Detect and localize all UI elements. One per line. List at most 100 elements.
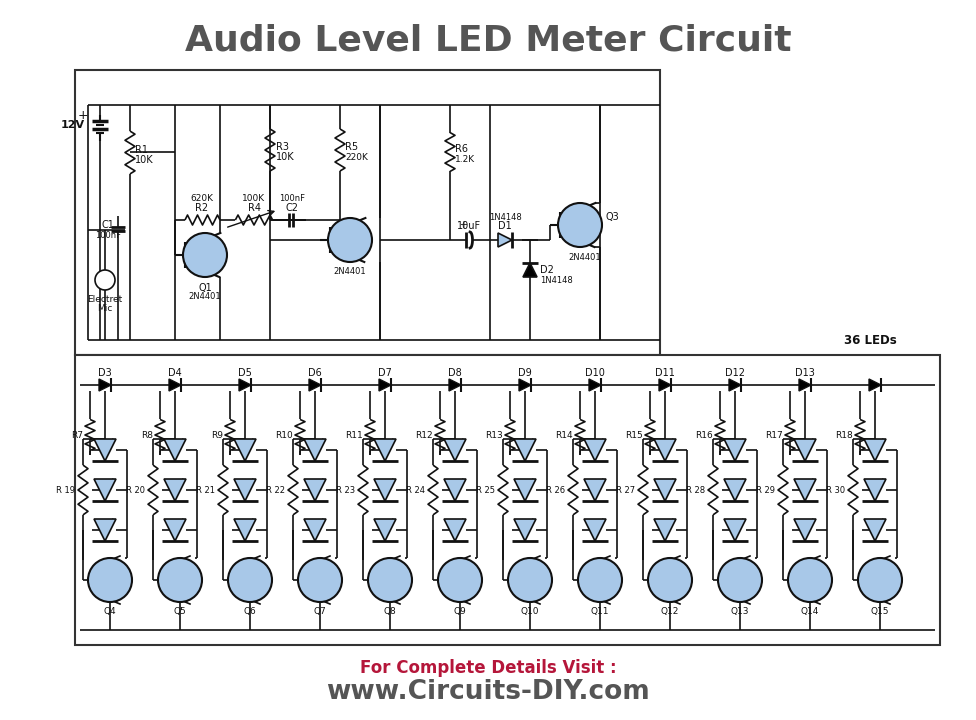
Text: R1: R1 bbox=[135, 145, 148, 155]
Text: C1: C1 bbox=[102, 220, 114, 230]
Text: R 27: R 27 bbox=[616, 485, 635, 495]
Polygon shape bbox=[724, 479, 746, 501]
Bar bbox=[75, 70, 660, 355]
Polygon shape bbox=[374, 479, 396, 501]
Text: Q4: Q4 bbox=[103, 607, 116, 616]
Circle shape bbox=[438, 558, 482, 602]
Polygon shape bbox=[589, 379, 601, 391]
Polygon shape bbox=[584, 479, 606, 501]
Text: Q7: Q7 bbox=[313, 607, 326, 616]
Text: D11: D11 bbox=[655, 368, 675, 378]
Text: R2: R2 bbox=[195, 203, 209, 213]
Text: Q2: Q2 bbox=[355, 245, 369, 255]
Polygon shape bbox=[654, 519, 676, 541]
Polygon shape bbox=[304, 519, 326, 541]
Text: 1N4148: 1N4148 bbox=[540, 276, 573, 284]
Text: R9: R9 bbox=[211, 431, 223, 439]
Text: R8: R8 bbox=[141, 431, 153, 439]
Text: Q5: Q5 bbox=[174, 607, 186, 616]
Polygon shape bbox=[869, 379, 881, 391]
Polygon shape bbox=[864, 439, 886, 461]
Polygon shape bbox=[514, 439, 536, 461]
Circle shape bbox=[298, 558, 342, 602]
Text: R 26: R 26 bbox=[546, 485, 565, 495]
Text: R 25: R 25 bbox=[476, 485, 495, 495]
Polygon shape bbox=[729, 379, 741, 391]
Circle shape bbox=[718, 558, 762, 602]
Text: R3: R3 bbox=[276, 142, 289, 152]
Polygon shape bbox=[234, 519, 256, 541]
Polygon shape bbox=[794, 439, 816, 461]
Polygon shape bbox=[584, 439, 606, 461]
Text: D10: D10 bbox=[585, 368, 605, 378]
Text: R7: R7 bbox=[71, 431, 83, 439]
Text: Audio Level LED Meter Circuit: Audio Level LED Meter Circuit bbox=[184, 23, 792, 57]
Circle shape bbox=[228, 558, 272, 602]
Polygon shape bbox=[514, 519, 536, 541]
Polygon shape bbox=[724, 519, 746, 541]
Polygon shape bbox=[304, 439, 326, 461]
Text: D13: D13 bbox=[795, 368, 815, 378]
Text: R 22: R 22 bbox=[266, 485, 285, 495]
Polygon shape bbox=[164, 479, 186, 501]
Text: R4: R4 bbox=[248, 203, 261, 213]
Text: 1N4148: 1N4148 bbox=[489, 212, 521, 222]
Text: R15: R15 bbox=[626, 431, 643, 439]
Polygon shape bbox=[374, 439, 396, 461]
Text: For Complete Details Visit :: For Complete Details Visit : bbox=[360, 659, 616, 677]
Polygon shape bbox=[654, 479, 676, 501]
Text: 100K: 100K bbox=[242, 194, 265, 202]
Polygon shape bbox=[234, 439, 256, 461]
Polygon shape bbox=[169, 379, 181, 391]
Polygon shape bbox=[724, 439, 746, 461]
Text: R 21: R 21 bbox=[196, 485, 215, 495]
Text: 2N4401: 2N4401 bbox=[334, 267, 366, 276]
Text: Q1: Q1 bbox=[198, 283, 212, 293]
Text: www.Circuits-DIY.com: www.Circuits-DIY.com bbox=[326, 679, 650, 705]
Text: Q9: Q9 bbox=[454, 607, 467, 616]
Text: Mic: Mic bbox=[98, 304, 112, 313]
Text: Q3: Q3 bbox=[606, 212, 620, 222]
Circle shape bbox=[183, 233, 227, 277]
Text: 2N4401: 2N4401 bbox=[188, 292, 222, 301]
Text: Q6: Q6 bbox=[244, 607, 257, 616]
Polygon shape bbox=[94, 439, 116, 461]
Text: R17: R17 bbox=[765, 431, 783, 439]
Polygon shape bbox=[444, 479, 466, 501]
Text: D12: D12 bbox=[725, 368, 745, 378]
Text: +: + bbox=[77, 109, 88, 122]
Polygon shape bbox=[514, 479, 536, 501]
Circle shape bbox=[858, 558, 902, 602]
Text: R 20: R 20 bbox=[126, 485, 145, 495]
Polygon shape bbox=[584, 519, 606, 541]
Text: 10uF: 10uF bbox=[457, 221, 481, 231]
Text: D8: D8 bbox=[448, 368, 462, 378]
Polygon shape bbox=[379, 379, 391, 391]
Polygon shape bbox=[523, 263, 537, 277]
Polygon shape bbox=[654, 439, 676, 461]
Text: R13: R13 bbox=[485, 431, 503, 439]
Text: D9: D9 bbox=[518, 368, 532, 378]
Text: D4: D4 bbox=[168, 368, 182, 378]
Text: R16: R16 bbox=[695, 431, 713, 439]
Polygon shape bbox=[864, 479, 886, 501]
Polygon shape bbox=[864, 519, 886, 541]
Text: Electret: Electret bbox=[88, 295, 123, 304]
Polygon shape bbox=[794, 479, 816, 501]
Circle shape bbox=[88, 558, 132, 602]
Text: +: + bbox=[459, 220, 467, 230]
Text: Q14: Q14 bbox=[801, 607, 819, 616]
Text: 10K: 10K bbox=[276, 152, 295, 162]
Text: R 24: R 24 bbox=[406, 485, 425, 495]
Polygon shape bbox=[164, 439, 186, 461]
Text: D3: D3 bbox=[99, 368, 112, 378]
Text: D2: D2 bbox=[540, 265, 553, 275]
Text: Q10: Q10 bbox=[521, 607, 540, 616]
Text: Q13: Q13 bbox=[731, 607, 750, 616]
Polygon shape bbox=[794, 519, 816, 541]
Text: D7: D7 bbox=[378, 368, 392, 378]
Text: R18: R18 bbox=[835, 431, 853, 439]
Polygon shape bbox=[234, 479, 256, 501]
Text: Q15: Q15 bbox=[871, 607, 889, 616]
Text: 2N4401: 2N4401 bbox=[569, 253, 601, 262]
